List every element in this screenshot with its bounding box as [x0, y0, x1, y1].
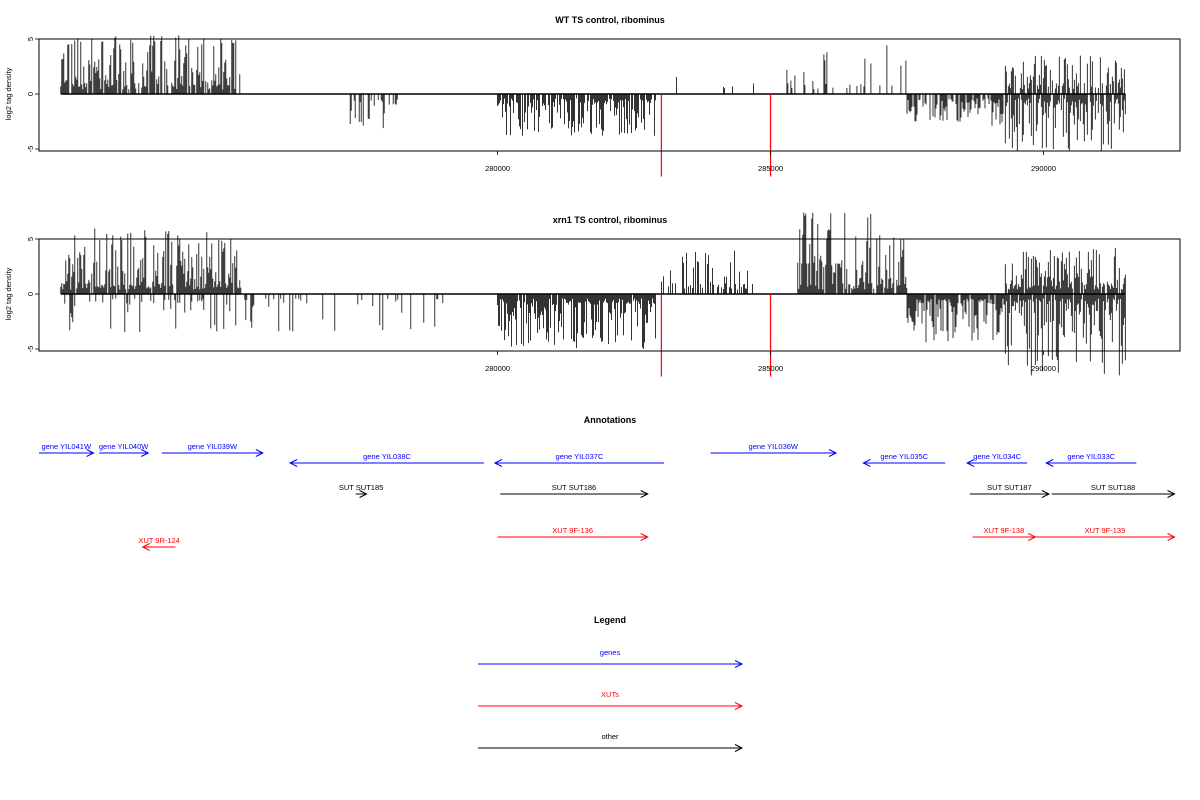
xrn1-x-tick-label: 285000	[758, 364, 783, 373]
feature-arrowhead	[640, 533, 649, 541]
legend-arrowhead	[734, 660, 744, 668]
feature-arrowhead	[640, 490, 649, 498]
feature-arrowhead	[86, 449, 95, 457]
feature-label: gene YIL034C	[973, 452, 1021, 461]
feature-label: gene YIL036W	[749, 442, 799, 451]
wt-y-tick-label: -5	[26, 146, 35, 153]
feature-arrowhead	[359, 490, 368, 498]
feature-label: XUT 9F-139	[1085, 526, 1126, 535]
legend-items: genes XUTs other	[478, 648, 744, 752]
legend-label-other: other	[601, 732, 619, 741]
legend-label-gene: genes	[600, 648, 621, 657]
annotations-title: Annotations	[584, 415, 637, 425]
legend-arrowhead	[734, 702, 744, 710]
xrn1-track-panel: xrn1 TS control, ribominus log2 tag dens…	[4, 212, 1181, 377]
feature-label: gene YIL041W	[42, 442, 92, 451]
feature-arrowhead	[141, 543, 150, 551]
feature-arrowhead	[1167, 533, 1176, 541]
feature-arrowhead	[140, 449, 150, 457]
wt-bars	[60, 35, 1126, 177]
feature-label: gene YIL040W	[99, 442, 149, 451]
feature-label: XUT 9R-124	[138, 536, 180, 545]
legend-title: Legend	[594, 615, 626, 625]
xrn1-track-ylabel: log2 tag density	[4, 267, 13, 320]
xrn1-y-tick-label: 5	[26, 237, 35, 241]
xrn1-bars	[60, 212, 1126, 377]
feature-label: XUT 9F-138	[984, 526, 1025, 535]
wt-x-tick-label: 285000	[758, 164, 783, 173]
feature-label: SUT SUT186	[552, 483, 596, 492]
annotations-panel: Annotations gene YIL041W gene YIL040W gene…	[39, 415, 1176, 551]
wt-track-title: WT TS control, ribominus	[555, 15, 665, 25]
feature-label: SUT SUT188	[1091, 483, 1135, 492]
legend-arrowhead	[734, 744, 744, 752]
feature-label: SUT SUT185	[339, 483, 383, 492]
feature-arrowhead	[1167, 490, 1176, 498]
wt-axes: -5 0 5 280000 285000 290000	[26, 37, 1056, 173]
legend-panel: Legend genes XUTs other	[478, 615, 744, 752]
xrn1-axes: -5 0 5 280000 285000 290000	[26, 237, 1056, 373]
xrn1-track-title: xrn1 TS control, ribominus	[553, 215, 668, 225]
feature-arrowhead	[828, 449, 838, 457]
feature-arrowhead	[965, 459, 975, 467]
xrn1-x-tick-label: 280000	[485, 364, 510, 373]
feature-label: gene YIL037C	[556, 452, 604, 461]
feature-arrowhead	[289, 459, 298, 467]
feature-arrowhead	[493, 459, 503, 467]
wt-track-panel: WT TS control, ribominus log2 tag densit…	[4, 15, 1181, 177]
wt-y-tick-label: 5	[26, 37, 35, 41]
wt-x-tick-label: 280000	[485, 164, 510, 173]
feature-label: gene YIL038C	[363, 452, 411, 461]
feature-arrowhead	[255, 449, 264, 457]
feature-label: gene YIL035C	[880, 452, 928, 461]
wt-track-ylabel: log2 tag density	[4, 67, 13, 120]
feature-label: SUT SUT187	[987, 483, 1031, 492]
feature-label: gene YIL039W	[188, 442, 238, 451]
feature-arrowhead	[1045, 459, 1054, 467]
wt-x-tick-label: 290000	[1031, 164, 1056, 173]
feature-arrowhead	[862, 459, 871, 467]
legend-label-xut: XUTs	[601, 690, 619, 699]
annotation-features: gene YIL041W gene YIL040W gene YIL039W gene…	[39, 442, 1176, 551]
xrn1-y-tick-label: 0	[26, 292, 35, 296]
feature-label: XUT 9F-136	[552, 526, 593, 535]
feature-arrowhead	[1041, 490, 1051, 498]
xrn1-y-tick-label: -5	[26, 346, 35, 353]
xrn1-x-tick-label: 290000	[1031, 364, 1056, 373]
feature-label: gene YIL033C	[1067, 452, 1115, 461]
wt-y-tick-label: 0	[26, 92, 35, 96]
